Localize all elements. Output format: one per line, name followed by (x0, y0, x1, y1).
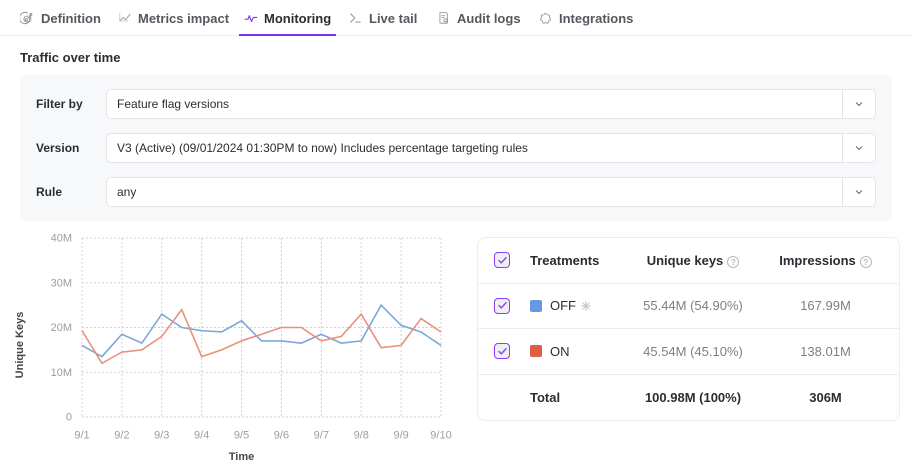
svg-text:20M: 20M (51, 322, 72, 334)
svg-text:9/10: 9/10 (430, 430, 451, 442)
svg-text:9/3: 9/3 (154, 430, 169, 442)
svg-text:9/1: 9/1 (74, 430, 89, 442)
svg-text:9/2: 9/2 (114, 430, 129, 442)
svg-text:9/8: 9/8 (354, 430, 369, 442)
svg-text:10M: 10M (51, 367, 72, 379)
svg-text:9/7: 9/7 (314, 430, 329, 442)
svg-text:40M: 40M (51, 233, 72, 245)
svg-text:9/5: 9/5 (234, 430, 249, 442)
svg-text:9/6: 9/6 (274, 430, 289, 442)
svg-text:9/9: 9/9 (393, 430, 408, 442)
svg-text:30M: 30M (51, 277, 72, 289)
svg-text:0: 0 (66, 412, 72, 424)
svg-text:9/4: 9/4 (194, 430, 209, 442)
